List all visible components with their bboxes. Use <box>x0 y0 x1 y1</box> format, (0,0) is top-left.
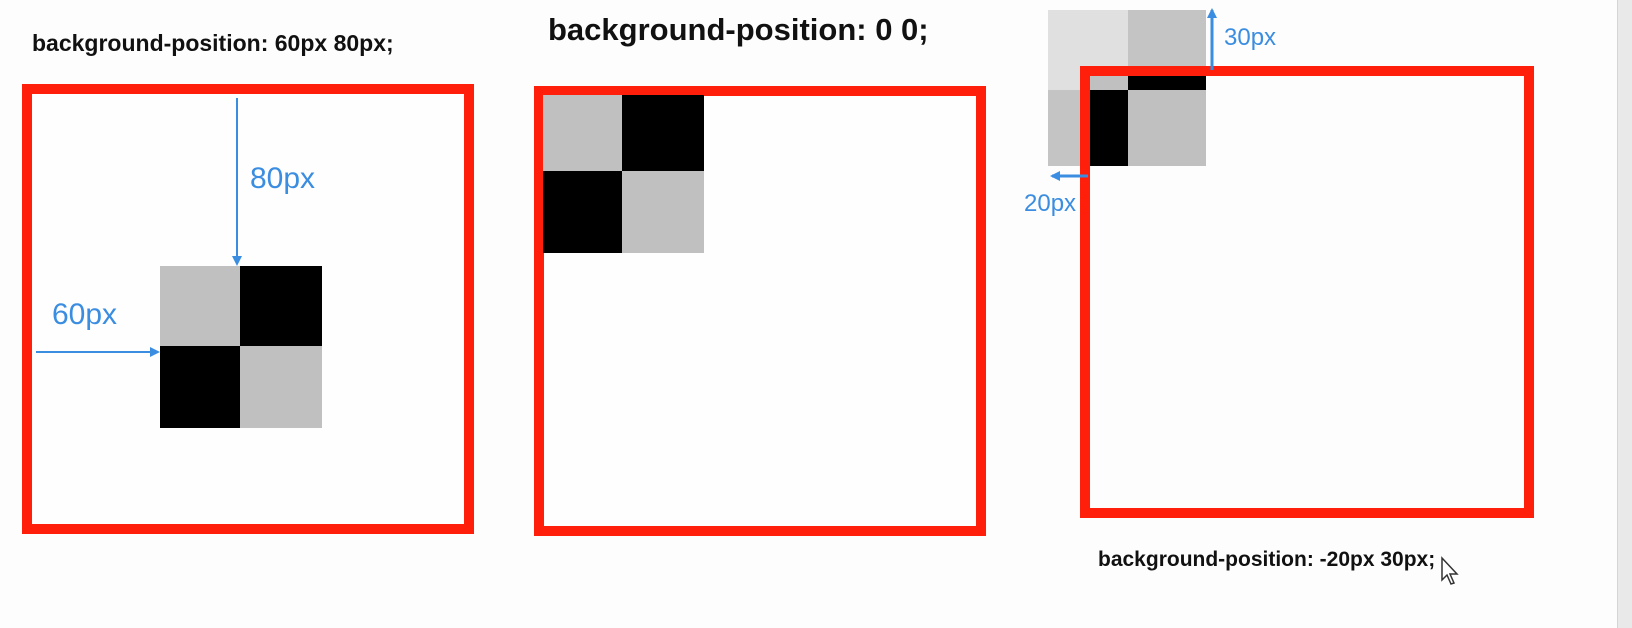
mouse-cursor-icon <box>1441 556 1459 585</box>
window-scrollbar[interactable] <box>1617 0 1632 628</box>
tile-light <box>1128 90 1206 166</box>
container-box-example-3 <box>1080 66 1534 518</box>
tile-light <box>240 346 322 428</box>
offset-x-label-example-1: 60px <box>52 298 118 331</box>
offset-x-label-example-3: 20px <box>1024 190 1077 217</box>
tile-dark <box>543 171 625 253</box>
caption-example-1: background-position: 60px 80px; <box>32 30 394 56</box>
caption-example-3-prefix: background-position: -20px <box>1098 548 1381 571</box>
offset-y-label-example-3: 30px <box>1224 24 1277 51</box>
offset-y-label-example-1: 80px <box>250 162 316 195</box>
tile-dark <box>160 346 242 428</box>
caption-example-3: background-position: -20px 30px; <box>1098 548 1435 572</box>
tile-light <box>1090 76 1128 90</box>
tile-light <box>543 95 625 177</box>
tile-dark <box>622 95 704 177</box>
tile-light <box>622 171 704 253</box>
tile-dark <box>240 266 322 348</box>
caption-example-3-suffix: 30px; <box>1380 548 1436 571</box>
tile-dark <box>1128 76 1206 90</box>
tile-dark <box>1090 90 1128 166</box>
tile-light <box>160 266 242 348</box>
caption-example-2: background-position: 0 0; <box>548 12 929 47</box>
